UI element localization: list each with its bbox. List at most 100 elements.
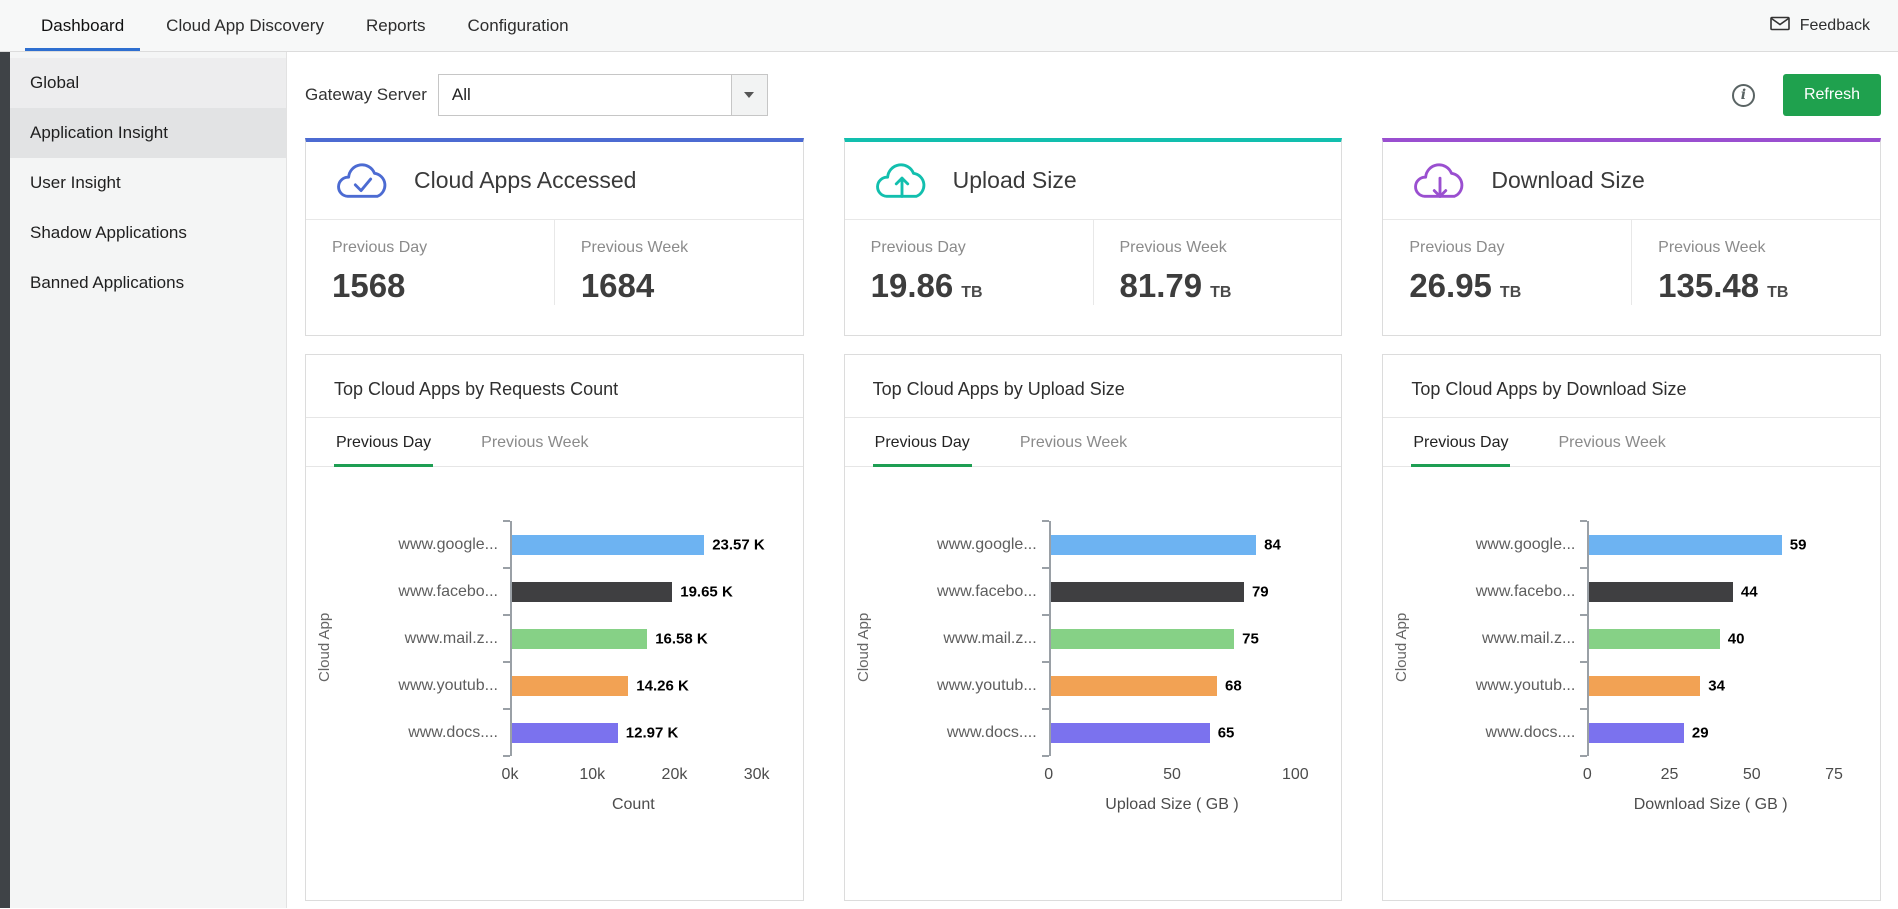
- bar-value-label: 34: [1708, 677, 1725, 694]
- chart-tabs: Previous Day Previous Week: [306, 418, 803, 467]
- select-dropdown-button[interactable]: [730, 75, 767, 115]
- x-tick-label: 50: [1163, 766, 1181, 783]
- bar[interactable]: [1589, 628, 1720, 649]
- bar-track: 65: [1041, 708, 1296, 757]
- stat-card-title: Cloud Apps Accessed: [414, 167, 637, 193]
- sidebar-item-user-insight[interactable]: User Insight: [30, 173, 121, 192]
- stat-values: Previous Day 1568 Previous Week 1684: [306, 220, 803, 305]
- bar[interactable]: [512, 628, 648, 649]
- x-axis: 0k 10k 20k 30k: [502, 766, 770, 792]
- stat-card-title: Upload Size: [952, 167, 1077, 193]
- category-label: www.facebo...: [398, 582, 498, 600]
- bar-track: 23.57 K: [503, 520, 765, 568]
- chart-rows: www.google... 84 www.facebo... 79 www.mail.z…: [879, 520, 1342, 757]
- previous-day-stat: Previous Day 19.86 TB: [845, 220, 1093, 305]
- bar[interactable]: [1050, 722, 1210, 743]
- tab-previous-week[interactable]: Previous Week: [481, 434, 589, 451]
- chart-tabs: Previous Day Previous Week: [844, 418, 1342, 467]
- sidebar-item-application-insight[interactable]: Application Insight: [10, 108, 286, 158]
- stats-row: Cloud Apps Accessed Previous Day 1568 Pr…: [305, 138, 1881, 336]
- chart-bar-row: www.docs.... 29: [1417, 708, 1880, 757]
- bar-track: 14.26 K: [503, 661, 757, 709]
- category-label: www.mail.z...: [1481, 629, 1576, 647]
- stat-value: 1684: [581, 267, 777, 305]
- bar[interactable]: [512, 534, 705, 555]
- chart-card-download-size: Top Cloud Apps by Download Size Previous…: [1382, 354, 1881, 901]
- category-label: www.mail.z...: [404, 629, 498, 647]
- stat-label: Previous Day: [870, 239, 966, 256]
- bar[interactable]: [1050, 581, 1244, 602]
- x-tick-label: 50: [1742, 766, 1761, 783]
- info-icon[interactable]: i: [1731, 83, 1755, 107]
- bar-track: 19.65 K: [503, 567, 757, 615]
- bar-chart: Cloud App www.google... 23.57 K www.facebo…: [306, 467, 803, 814]
- stat-label: Previous Week: [1119, 239, 1227, 256]
- category-label: www.google...: [937, 535, 1037, 553]
- previous-day-stat: Previous Day 26.95 TB: [1383, 220, 1631, 305]
- previous-week-stat: Previous Week 135.48 TB: [1631, 220, 1880, 305]
- x-tick-label: 0: [1044, 766, 1054, 783]
- x-tick-label: 25: [1660, 766, 1679, 783]
- nav-tab-reports[interactable]: Reports: [365, 15, 426, 35]
- x-tick-label: 30k: [743, 766, 770, 783]
- sidebar-item-global[interactable]: Global: [10, 58, 286, 108]
- bar[interactable]: [1050, 675, 1218, 696]
- x-tick-label: 0k: [501, 766, 519, 783]
- previous-week-stat: Previous Week 81.79 TB: [1092, 220, 1342, 305]
- bar[interactable]: [1589, 722, 1684, 743]
- chart-tabs: Previous Day Previous Week: [1383, 418, 1880, 467]
- tab-previous-day[interactable]: Previous Day: [1411, 418, 1511, 467]
- bar[interactable]: [1050, 534, 1257, 555]
- chevron-down-icon: [744, 92, 755, 98]
- tab-previous-day[interactable]: Previous Day: [872, 418, 972, 467]
- x-axis-title: Download Size ( GB ): [1633, 796, 1788, 813]
- nav-tab-configuration[interactable]: Configuration: [467, 15, 569, 35]
- chart-title: Top Cloud Apps by Download Size: [1383, 355, 1880, 418]
- chart-bar-row: www.mail.z... 16.58 K: [340, 614, 803, 662]
- bar-chart: Cloud App www.google... 59 www.facebo... 44…: [1383, 467, 1880, 814]
- chart-bar-row: www.docs.... 65: [879, 708, 1342, 757]
- sidebar-item-banned-applications[interactable]: Banned Applications: [30, 273, 185, 292]
- feedback-label: Feedback: [1799, 16, 1870, 34]
- sidebar-item-shadow-applications[interactable]: Shadow Applications: [30, 223, 187, 242]
- stat-label: Previous Day: [1409, 239, 1505, 256]
- bar[interactable]: [1050, 628, 1235, 649]
- stat-card-header: Download Size: [1383, 142, 1880, 220]
- stat-card-title: Download Size: [1491, 167, 1645, 193]
- chart-bar-row: www.youtub... 14.26 K: [340, 661, 803, 709]
- bar-track: 59: [1580, 520, 1834, 568]
- chart-title: Top Cloud Apps by Upload Size: [844, 355, 1342, 418]
- bar[interactable]: [1589, 675, 1701, 696]
- bar-value-label: 14.26 K: [636, 677, 689, 694]
- bar[interactable]: [1589, 534, 1782, 555]
- feedback-button[interactable]: Feedback: [1769, 0, 1870, 51]
- stat-value: 19.86 TB: [871, 267, 1067, 305]
- nav-tab-cloud-app-discovery[interactable]: Cloud App Discovery: [166, 15, 324, 35]
- category-label: www.docs....: [408, 723, 498, 741]
- refresh-button[interactable]: Refresh: [1782, 74, 1881, 116]
- gateway-server-select[interactable]: All: [437, 74, 768, 116]
- tab-previous-day[interactable]: Previous Day: [334, 418, 434, 467]
- chart-bar-row: www.facebo... 19.65 K: [340, 567, 803, 615]
- bar-track: 29: [1580, 708, 1834, 757]
- bar-value-label: 12.97 K: [625, 724, 679, 741]
- tab-previous-week[interactable]: Previous Week: [1558, 434, 1666, 451]
- tab-previous-week[interactable]: Previous Week: [1019, 434, 1128, 451]
- stat-number: 26.95: [1409, 267, 1492, 304]
- nav-tab-dashboard[interactable]: Dashboard: [20, 0, 145, 51]
- x-tick-label: 20k: [661, 766, 688, 783]
- x-tick-label: 0: [1582, 766, 1592, 783]
- chart-bar-row: www.youtub... 68: [879, 661, 1342, 709]
- bar[interactable]: [512, 722, 618, 743]
- y-axis-title: Cloud App: [316, 612, 333, 682]
- category-label: www.youtub...: [1475, 676, 1576, 694]
- bar[interactable]: [512, 675, 629, 696]
- category-label: www.youtub...: [398, 676, 498, 694]
- stat-card-header: Upload Size: [844, 142, 1342, 220]
- bar[interactable]: [512, 581, 673, 602]
- previous-week-stat: Previous Week 1684: [553, 220, 803, 305]
- stat-unit: TB: [1499, 284, 1522, 301]
- y-axis-title: Cloud App: [1393, 612, 1411, 682]
- bar[interactable]: [1589, 581, 1733, 602]
- category-label: www.docs....: [946, 723, 1037, 741]
